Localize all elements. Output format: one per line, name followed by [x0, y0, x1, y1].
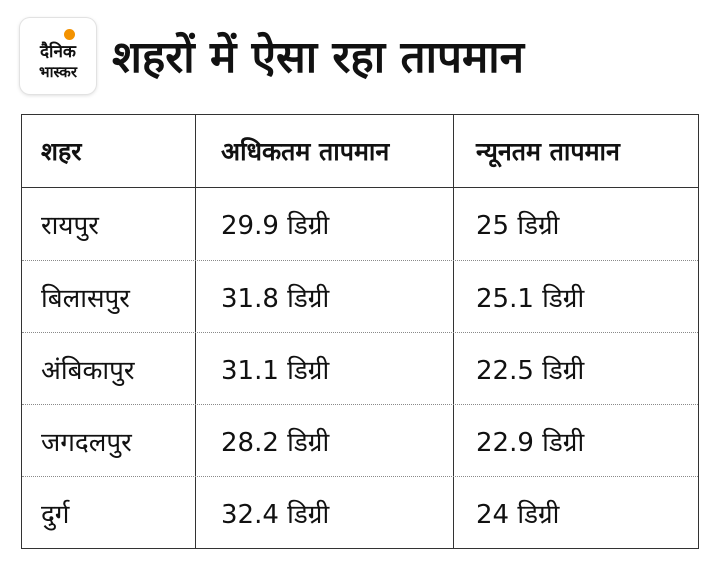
city-cell: जगदलपुर: [22, 405, 196, 476]
table-row: अंबिकापुर 31.1 डिग्री 22.5 डिग्री: [22, 332, 698, 404]
max-temp-cell: 29.9 डिग्री: [196, 188, 454, 260]
max-temp-cell: 28.2 डिग्री: [196, 405, 454, 476]
table-row: दुर्ग 32.4 डिग्री 24 डिग्री: [22, 476, 698, 548]
max-temp-cell: 32.4 डिग्री: [196, 477, 454, 548]
column-header-max-temp: अधिकतम तापमान: [196, 115, 454, 187]
table-header-row: शहर अधिकतम तापमान न्यूनतम तापमान: [22, 115, 698, 188]
city-cell: रायपुर: [22, 188, 196, 260]
min-temp-cell: 25.1 डिग्री: [476, 283, 585, 314]
page-title: शहरों में ऐसा रहा तापमान: [112, 32, 525, 83]
city-cell: दुर्ग: [22, 477, 196, 548]
table-row: बिलासपुर 31.8 डिग्री 25.1 डिग्री: [22, 260, 698, 332]
min-temp-cell: 22.5 डिग्री: [476, 355, 585, 386]
dainik-bhaskar-logo: दैनिक भास्कर: [20, 18, 96, 94]
logo-text-line2: भास्कर: [39, 63, 77, 81]
column-header-city: शहर: [22, 115, 196, 187]
temperature-table: शहर अधिकतम तापमान न्यूनतम तापमान रायपुर …: [21, 114, 699, 549]
logo-sun-dot-icon: [64, 29, 75, 40]
column-header-min-temp: न्यूनतम तापमान: [476, 137, 620, 166]
max-temp-cell: 31.1 डिग्री: [196, 333, 454, 404]
max-temp-cell: 31.8 डिग्री: [196, 261, 454, 332]
min-temp-cell: 22.9 डिग्री: [476, 427, 585, 458]
table-row: जगदलपुर 28.2 डिग्री 22.9 डिग्री: [22, 404, 698, 476]
min-temp-cell: 25 डिग्री: [476, 211, 560, 241]
city-cell: अंबिकापुर: [22, 333, 196, 404]
min-temp-cell: 24 डिग्री: [476, 499, 560, 530]
logo-text-line1: दैनिक: [40, 42, 76, 62]
table-row: रायपुर 29.9 डिग्री 25 डिग्री: [22, 188, 698, 260]
city-cell: बिलासपुर: [22, 261, 196, 332]
